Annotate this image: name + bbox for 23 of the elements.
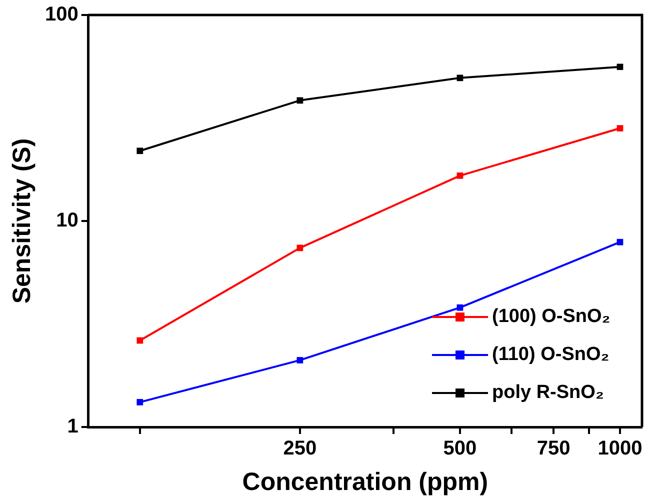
x-tick-label: 500 bbox=[443, 438, 477, 460]
legend-label: poly R-SnO₂ bbox=[492, 382, 604, 404]
legend-label: (100) O-SnO₂ bbox=[492, 306, 610, 328]
x-axis-title: Concentration (ppm) bbox=[242, 468, 488, 496]
x-tick-label: 750 bbox=[536, 438, 570, 460]
legend-label: (110) O-SnO₂ bbox=[492, 344, 610, 366]
y-tick-label: 1 bbox=[67, 416, 78, 438]
y-axis-title: Sensitivity (S) bbox=[8, 138, 36, 304]
y-tick-label: 10 bbox=[56, 210, 78, 232]
point bbox=[296, 244, 304, 252]
y-tick-label: 100 bbox=[44, 4, 78, 26]
point bbox=[296, 357, 304, 364]
point bbox=[296, 97, 304, 104]
point bbox=[136, 148, 144, 154]
point bbox=[136, 337, 144, 344]
point bbox=[616, 64, 624, 70]
point bbox=[456, 172, 464, 179]
point bbox=[456, 74, 464, 82]
x-tick-label: 1000 bbox=[598, 438, 642, 460]
point bbox=[136, 398, 144, 406]
point bbox=[616, 238, 624, 246]
point bbox=[616, 125, 624, 132]
x-tick-label: 250 bbox=[283, 438, 317, 460]
